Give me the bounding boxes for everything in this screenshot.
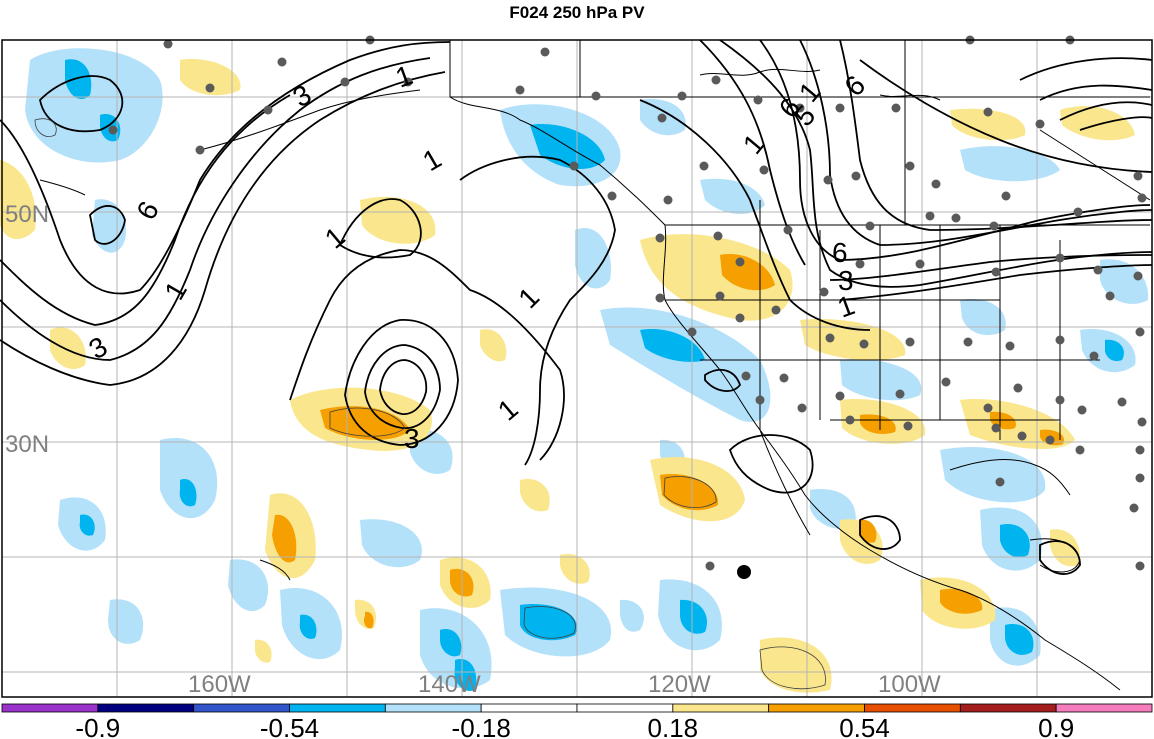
colorbar-swatch [480, 703, 578, 713]
colorbar-tick-label: 0.9 [1038, 713, 1074, 739]
colorbar-swatch [672, 703, 770, 713]
colorbar-swatch [768, 703, 865, 713]
colorbar-tick-label: -0.9 [75, 713, 120, 739]
highlight-station [737, 565, 751, 579]
lon-label-100w: 100W [878, 671, 941, 698]
colorbar-tick-label: 0.18 [648, 713, 699, 739]
pv-shading [0, 48, 1149, 693]
contour-label: 3 [838, 265, 854, 296]
lon-label-160w: 160W [188, 671, 251, 698]
station-dots [108, 35, 1147, 571]
lon-labels: 160W 140W 120W 100W [188, 671, 941, 698]
colorbar-tick-label: -0.54 [260, 713, 319, 739]
colorbar-swatch [193, 703, 290, 713]
colorbar-ticks: -0.9 -0.54 -0.18 0.18 0.54 0.9 [75, 713, 1074, 739]
map-frame [1, 39, 1153, 698]
colorbar-swatch [959, 703, 1057, 713]
lat-label-50n: 50N [5, 201, 49, 228]
colorbar-swatch [1, 703, 99, 713]
colorbar [1, 703, 1153, 713]
contour-label: 6 [832, 237, 848, 268]
colorbar-swatch [97, 703, 195, 713]
lon-label-140w: 140W [418, 671, 481, 698]
pv-contours [0, 39, 1153, 575]
colorbar-swatch [576, 703, 674, 713]
political-borders [450, 40, 1151, 440]
lat-lon-grid [2, 40, 1152, 697]
colorbar-tick-label: 0.54 [839, 713, 890, 739]
coastlines [39, 40, 1121, 691]
map-title: F024 250 hPa PV [509, 3, 645, 22]
lat-label-30n: 30N [5, 431, 49, 458]
lat-labels: 50N 30N [5, 201, 49, 458]
contour-label: 3 [404, 423, 420, 454]
lon-label-120w: 120W [648, 671, 711, 698]
thin-contours [34, 118, 826, 690]
colorbar-swatch [384, 703, 482, 713]
colorbar-swatch [289, 703, 386, 713]
colorbar-swatch [1055, 703, 1153, 713]
colorbar-tick-label: -0.18 [452, 713, 511, 739]
colorbar-swatch [864, 703, 961, 713]
